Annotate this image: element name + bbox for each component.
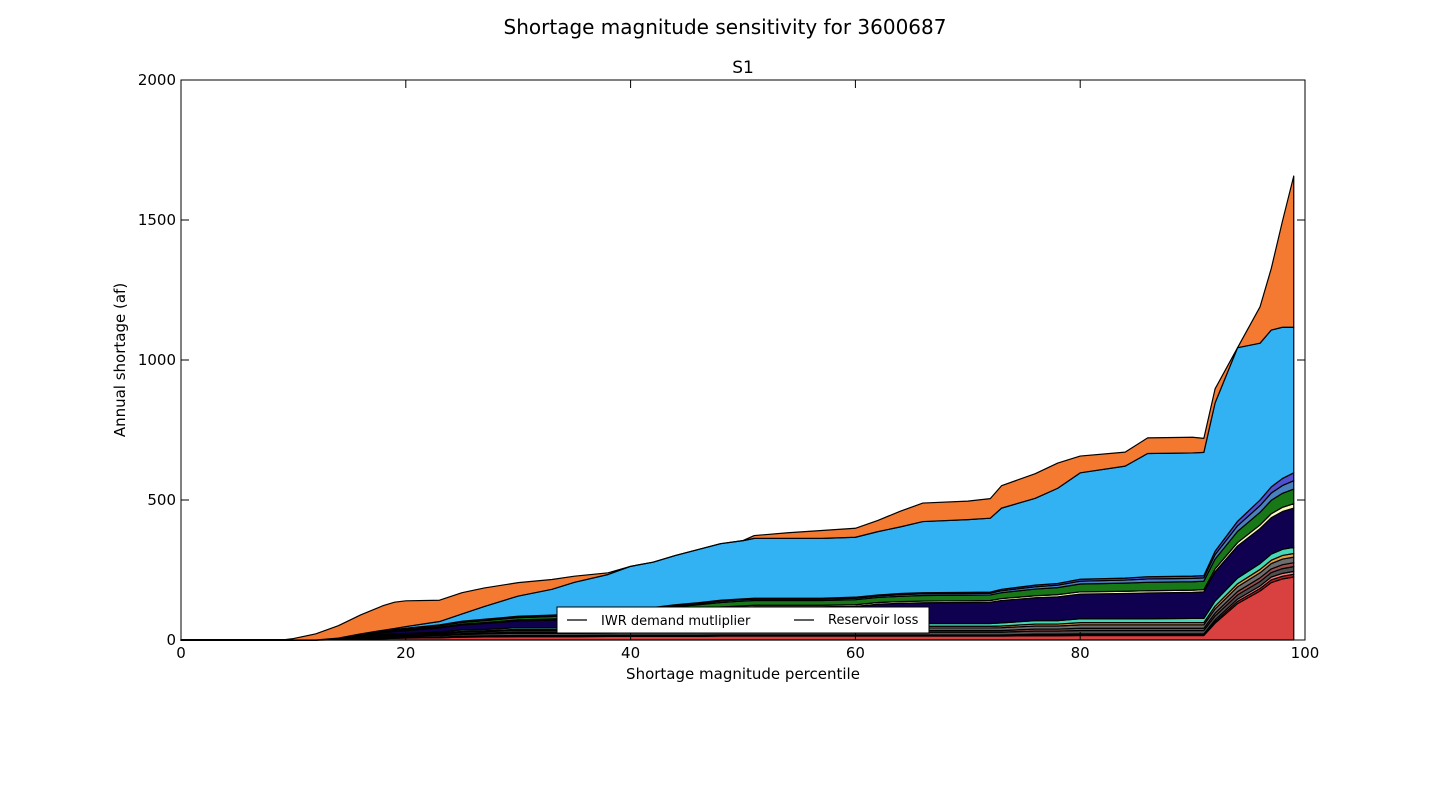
y-tick-label: 1000 (138, 351, 176, 369)
x-tick-label: 80 (1071, 644, 1090, 662)
legend: IWR demand mutliplier Reservoir loss (556, 606, 930, 634)
plot-area (180, 175, 1295, 641)
x-tick-label: 100 (1291, 644, 1320, 662)
x-tick-label: 20 (396, 644, 415, 662)
x-tick-label: 0 (176, 644, 186, 662)
legend-box (556, 606, 930, 634)
legend-label-iwr: IWR demand mutliplier (601, 614, 751, 629)
area-layer-15 (180, 175, 1295, 641)
y-axis-label: Annual shortage (af) (111, 283, 129, 437)
legend-label-reservoir: Reservoir loss (828, 613, 919, 628)
x-axis: 0 20 40 60 80 100 (176, 80, 1319, 662)
x-tick-label: 60 (846, 644, 865, 662)
y-axis: 0 500 1000 1500 2000 (138, 71, 1305, 649)
chart-subtitle: S1 (732, 58, 754, 78)
y-tick-label: 1500 (138, 211, 176, 229)
y-tick-label: 2000 (138, 71, 176, 89)
y-tick-label: 500 (147, 491, 176, 509)
x-tick-label: 40 (621, 644, 640, 662)
x-axis-label: Shortage magnitude percentile (626, 665, 860, 683)
y-tick-label: 0 (166, 631, 176, 649)
chart-title: Shortage magnitude sensitivity for 36006… (504, 15, 947, 39)
